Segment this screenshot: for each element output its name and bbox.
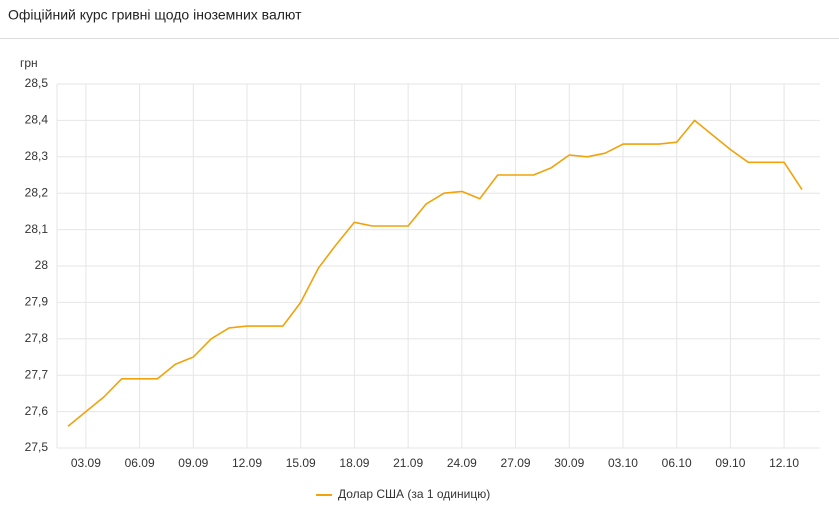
y-tick-label: 28 xyxy=(35,258,49,272)
y-tick-label: 27,5 xyxy=(25,440,49,454)
y-tick-label: 28,5 xyxy=(25,76,49,90)
y-axis-label: грн xyxy=(20,56,38,70)
x-tick-label: 03.09 xyxy=(71,456,101,470)
y-tick-label: 28,3 xyxy=(25,149,49,163)
x-tick-label: 15.09 xyxy=(286,456,316,470)
x-tick-label: 21.09 xyxy=(393,456,423,470)
x-tick-label: 27.09 xyxy=(501,456,531,470)
y-tick-label: 28,4 xyxy=(25,113,49,127)
data-line xyxy=(67,119,803,427)
x-tick-label: 06.09 xyxy=(125,456,155,470)
chart-title: Офіційний курс гривні щодо іноземних вал… xyxy=(8,7,302,23)
x-tick-label: 09.09 xyxy=(178,456,208,470)
y-tick-label: 27,7 xyxy=(25,367,49,381)
y-tick-label: 27,6 xyxy=(25,404,49,418)
y-tick-label: 28,1 xyxy=(25,222,49,236)
x-tick-label: 24.09 xyxy=(447,456,477,470)
x-tick-label: 30.09 xyxy=(554,456,584,470)
x-tick-label: 09.10 xyxy=(715,456,745,470)
y-tick-label: 27,8 xyxy=(25,331,49,345)
y-tick-label: 28,2 xyxy=(25,185,49,199)
x-tick-label: 03.10 xyxy=(608,456,638,470)
legend-label: Долар США (за 1 одиницю) xyxy=(338,487,490,501)
x-tick-label: 12.10 xyxy=(769,456,799,470)
x-tick-label: 06.10 xyxy=(662,456,692,470)
x-tick-label: 18.09 xyxy=(339,456,369,470)
y-tick-label: 27,9 xyxy=(25,295,49,309)
x-tick-label: 12.09 xyxy=(232,456,262,470)
